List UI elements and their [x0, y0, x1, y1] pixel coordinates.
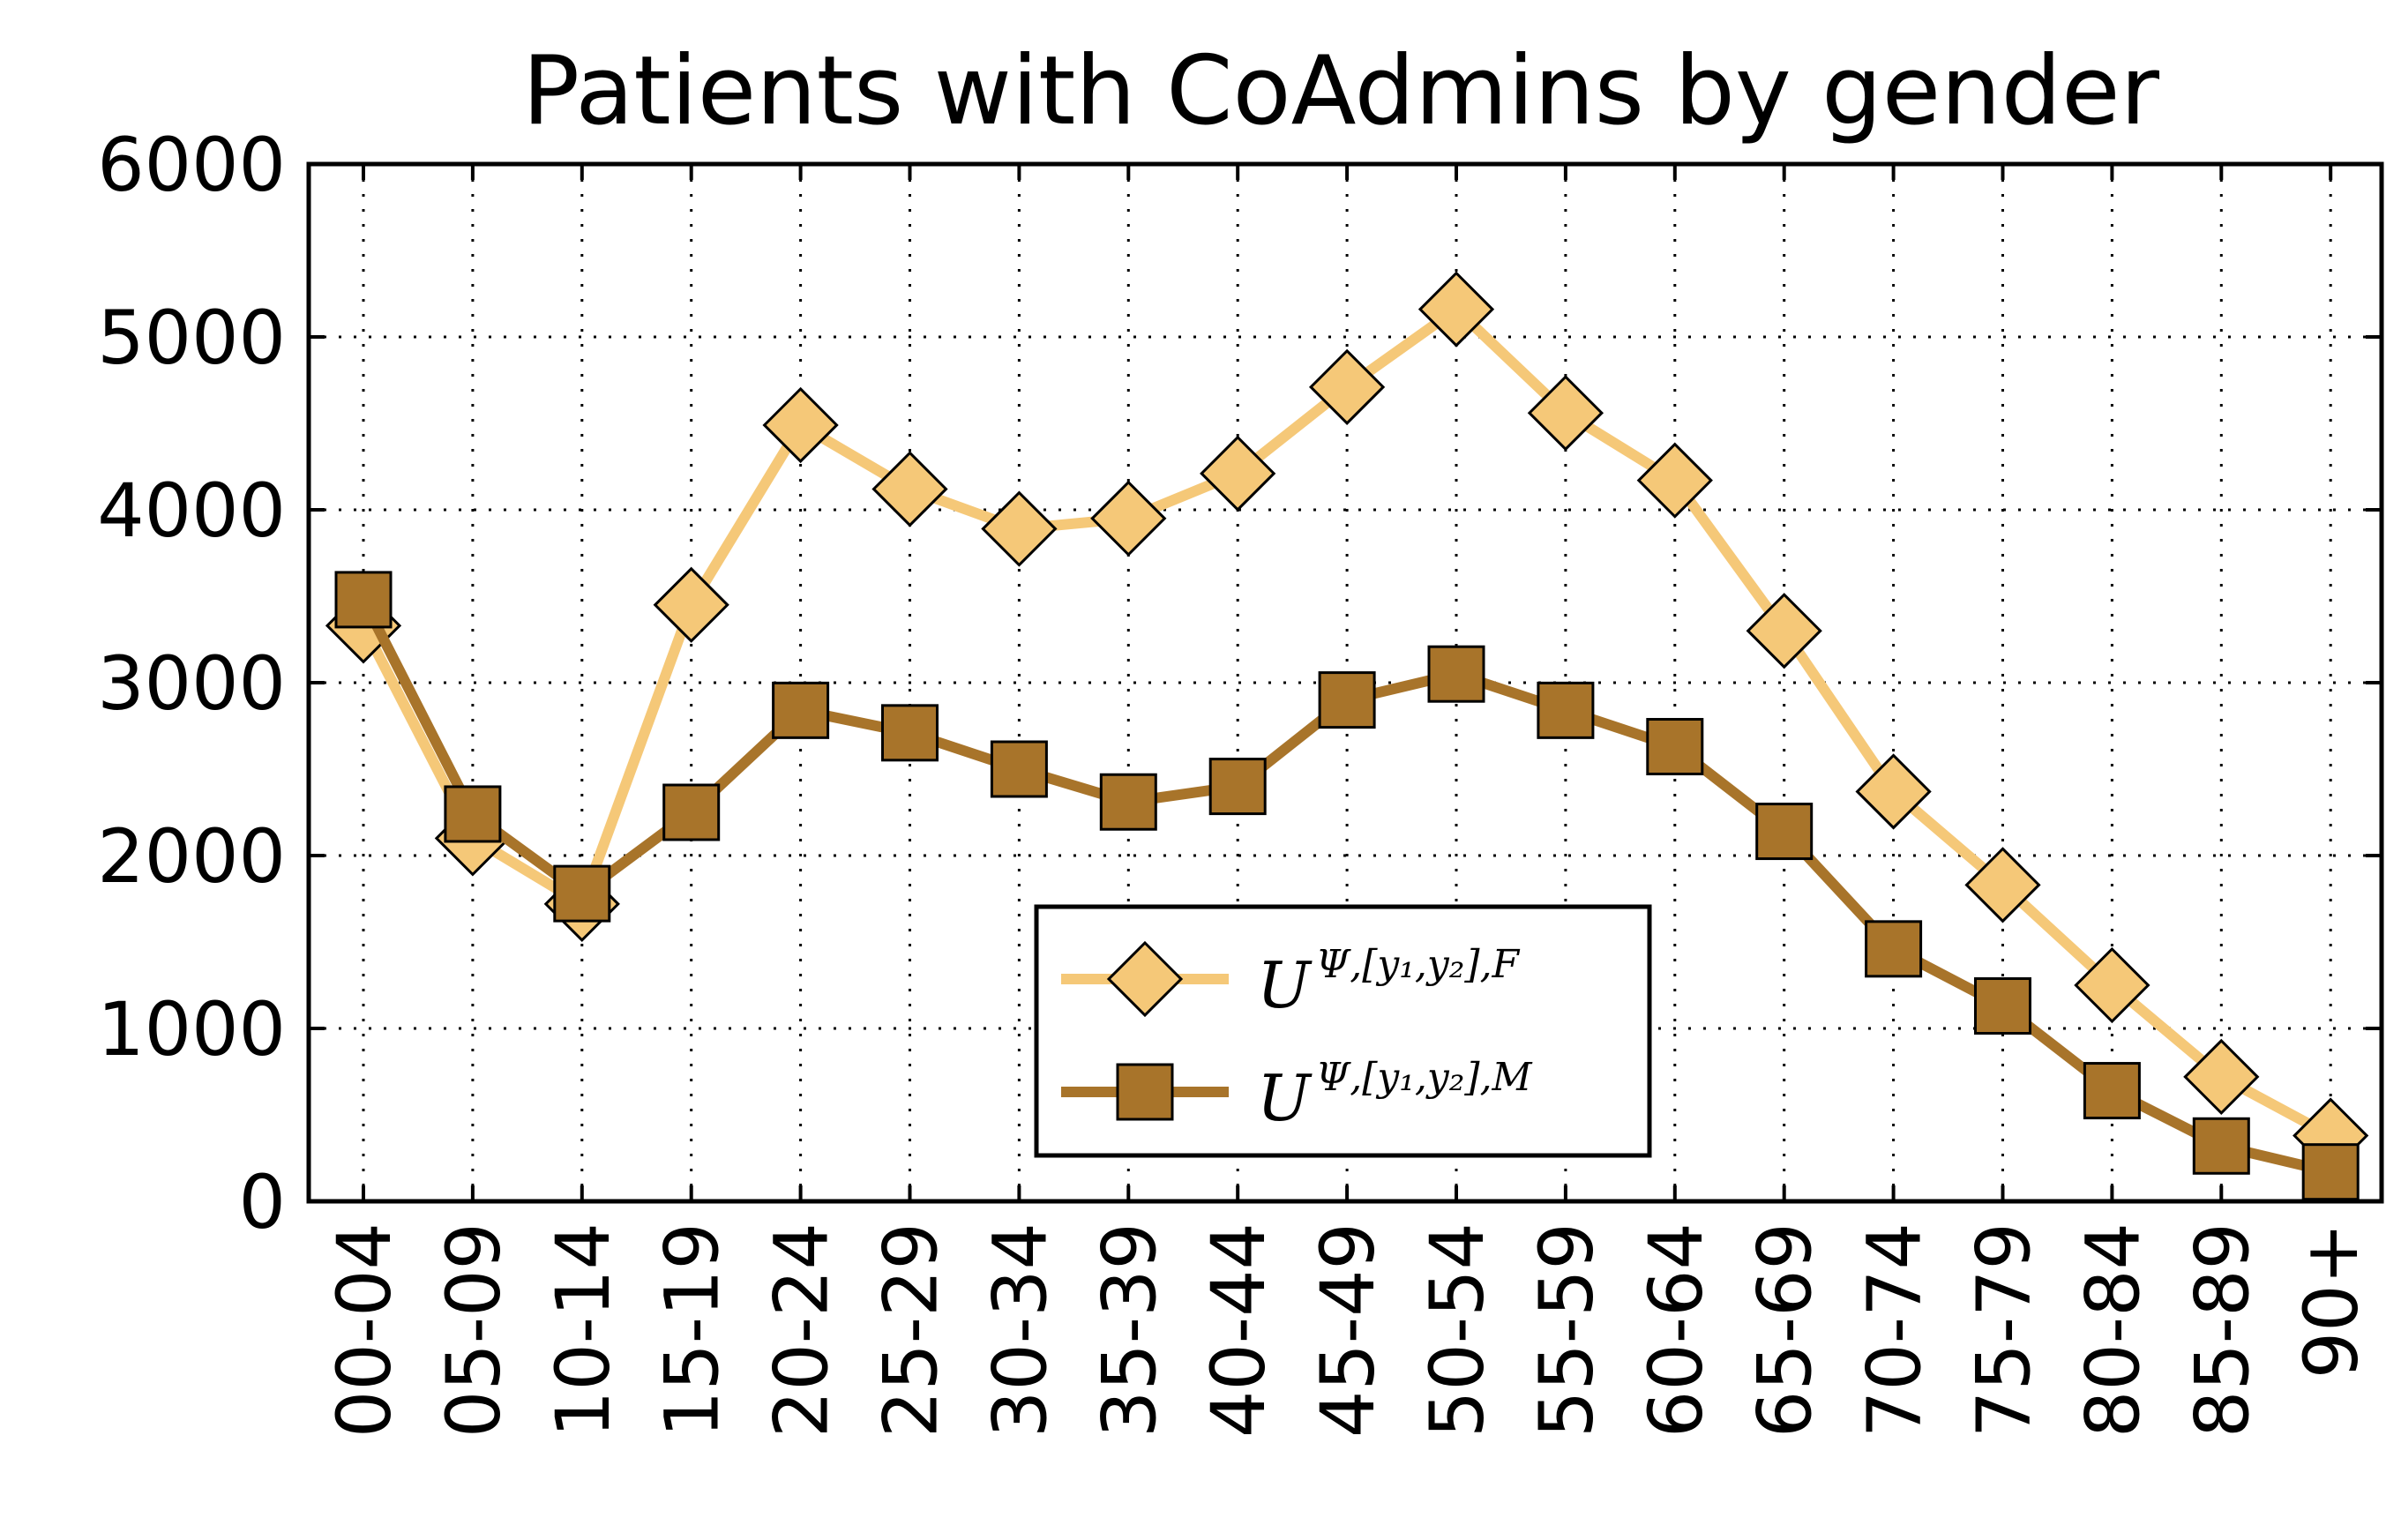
x-tick-label: 25-29	[868, 1222, 954, 1438]
x-tick-label: 30-34	[976, 1222, 1063, 1438]
data-point	[662, 783, 721, 841]
data-point	[1427, 645, 1485, 703]
y-tick-label: 3000	[97, 640, 286, 727]
legend-marker	[1116, 1063, 1174, 1121]
x-tick-label: 80-84	[2069, 1222, 2156, 1438]
data-point	[1755, 803, 1814, 861]
y-tick-label: 2000	[97, 813, 286, 900]
chart-title: Patients with CoAdmins by gender	[522, 36, 2160, 146]
data-point	[1855, 753, 1932, 830]
data-point	[1417, 271, 1495, 348]
series-male	[334, 571, 2360, 1201]
data-point	[553, 864, 611, 923]
data-point	[1865, 920, 1923, 978]
x-tick-label: 55-59	[1523, 1222, 1610, 1438]
y-tick-label: 5000	[97, 295, 286, 381]
legend-marker	[1106, 940, 1184, 1018]
data-point	[1646, 718, 1704, 776]
legend-entry: U Ψ,[y₁,y₂],M	[1061, 1055, 1533, 1135]
y-tick-label: 4000	[97, 467, 286, 554]
data-series	[325, 271, 2369, 1201]
data-point	[2183, 1038, 2260, 1116]
data-point	[1099, 773, 1157, 831]
data-point	[444, 785, 502, 843]
data-point	[2074, 946, 2150, 1024]
x-tick-label: 50-54	[1414, 1222, 1500, 1438]
data-point	[772, 681, 830, 739]
data-point	[990, 740, 1048, 798]
x-tick-label: 05-09	[430, 1222, 517, 1438]
data-point	[1746, 593, 1822, 669]
data-point	[981, 490, 1058, 567]
x-tick-label: 85-89	[2179, 1222, 2265, 1438]
x-tick-label: 20-24	[759, 1222, 845, 1438]
legend-label: U Ψ,[y₁,y₂],M	[1257, 1055, 1533, 1135]
data-point	[1090, 480, 1167, 557]
legend-entry: U Ψ,[y₁,y₂],F	[1061, 940, 1521, 1022]
x-tick-label: 90+	[2288, 1222, 2375, 1379]
x-tick-label: 70-74	[1851, 1222, 1938, 1438]
data-point	[1974, 977, 2031, 1035]
data-point	[2192, 1117, 2250, 1175]
data-point	[1964, 847, 2041, 923]
y-tick-label: 0	[239, 1159, 286, 1245]
x-tick-label: 45-49	[1305, 1222, 1391, 1438]
data-point	[334, 571, 393, 629]
data-point	[762, 386, 839, 464]
data-point	[1200, 435, 1276, 512]
x-tick-label: 10-14	[540, 1222, 626, 1438]
data-point	[1308, 348, 1386, 425]
data-point	[2301, 1143, 2360, 1201]
x-tick-label: 60-64	[1633, 1222, 1719, 1438]
data-point	[653, 566, 729, 643]
data-point	[2083, 1062, 2141, 1120]
x-tick-label: 40-44	[1195, 1222, 1282, 1438]
data-point	[881, 704, 939, 762]
data-point	[1318, 671, 1376, 729]
data-point	[1527, 375, 1604, 452]
data-point	[871, 451, 948, 527]
axes: 0 1000 2000 3000 4000 5000 6000 00-04 05-09 10-14…	[97, 122, 2384, 1438]
y-tick-label: 6000	[97, 122, 286, 208]
x-tick-label: 35-39	[1086, 1222, 1172, 1438]
x-tick-label: 65-69	[1742, 1222, 1829, 1438]
data-point	[1636, 442, 1713, 519]
data-point	[1208, 758, 1267, 816]
legend-label: U Ψ,[y₁,y₂],F	[1257, 942, 1521, 1022]
x-tick-label: 75-79	[1961, 1222, 2047, 1438]
legend: U Ψ,[y₁,y₂],F U Ψ,[y₁,y₂],M	[1034, 904, 1652, 1158]
x-tick-label: 15-19	[649, 1222, 736, 1438]
data-point	[1537, 681, 1595, 739]
x-tick-label: 00-04	[321, 1222, 408, 1438]
y-tick-label: 1000	[97, 986, 286, 1073]
